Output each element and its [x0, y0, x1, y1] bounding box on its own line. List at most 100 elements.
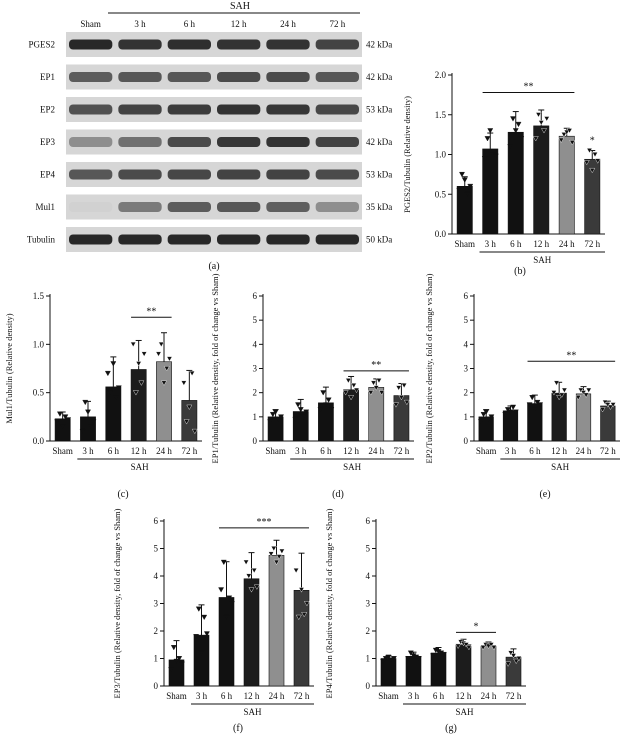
data-point [56, 411, 63, 417]
y-tick-label: 0 [366, 681, 371, 691]
data-point [485, 416, 492, 423]
blot-band [167, 202, 211, 212]
data-point [510, 653, 517, 659]
x-tick-label: 3 h [295, 446, 307, 456]
data-point [107, 390, 114, 396]
data-point [272, 409, 279, 415]
y-tick-label: 5 [366, 544, 371, 554]
blot-row-kda: 53 kDa [366, 170, 392, 180]
data-point [322, 402, 329, 408]
data-point [166, 356, 173, 362]
data-point [161, 380, 167, 386]
blot-band [217, 72, 261, 82]
blot-band [167, 72, 211, 82]
data-point [507, 409, 514, 415]
bar [130, 369, 147, 442]
data-point [189, 370, 196, 377]
y-tick-label: 5 [464, 315, 469, 325]
data-point [186, 404, 193, 410]
y-axis-label: Mul1/Tubulin (Relative density) [4, 313, 14, 423]
blot-strip [66, 227, 362, 252]
data-point [558, 137, 565, 143]
data-point [300, 414, 307, 420]
data-point [488, 642, 495, 648]
blot-band [217, 169, 261, 180]
data-point [398, 395, 405, 401]
data-point [518, 136, 525, 142]
x-tick-label: 6 h [221, 691, 233, 701]
blot-band [266, 39, 310, 50]
blot-strip [66, 32, 362, 57]
data-point [594, 158, 601, 164]
data-point [226, 595, 233, 601]
data-point [373, 385, 380, 391]
data-point [158, 341, 165, 348]
blot-band [69, 234, 113, 245]
x-axis-label: SAH [455, 707, 474, 717]
data-point [459, 171, 465, 178]
data-point [430, 653, 437, 659]
data-point [515, 121, 522, 128]
significance-label: *** [257, 517, 272, 528]
y-tick-label: 6 [366, 516, 371, 526]
data-point [130, 341, 137, 348]
blot-band [69, 72, 113, 82]
data-point [298, 587, 305, 593]
blot-band [217, 234, 261, 245]
data-point [62, 414, 69, 420]
data-point [583, 392, 590, 398]
y-tick-label: 4 [253, 339, 258, 349]
data-point [401, 383, 408, 389]
y-tick-label: 3 [366, 599, 371, 609]
data-point [268, 551, 275, 557]
bar [218, 597, 235, 687]
panel-label-c: (c) [117, 489, 128, 500]
y-tick-label: 0.5 [435, 189, 447, 199]
x-tick-label: 3 h [485, 239, 497, 249]
y-tick-label: 2.0 [435, 70, 447, 80]
panel-label-e: (e) [539, 489, 550, 500]
panel-label-b: (b) [514, 266, 526, 277]
data-point [575, 395, 582, 401]
blot-band [118, 234, 162, 245]
data-point [507, 144, 514, 150]
data-point [569, 140, 576, 146]
blot-band [118, 202, 162, 212]
blot-row-label: EP4 [40, 170, 56, 180]
blot-row-kda: 42 kDa [366, 72, 392, 82]
y-tick-label: 4 [464, 339, 469, 349]
data-point [480, 412, 487, 418]
blot-band [167, 234, 211, 245]
bar [482, 148, 499, 235]
data-point [141, 351, 148, 357]
data-point [610, 402, 617, 408]
data-point [173, 658, 180, 665]
data-point [345, 378, 352, 384]
significance-label: * [474, 621, 479, 632]
data-point [104, 370, 111, 377]
bar [292, 411, 309, 442]
y-tick-label: 6 [253, 291, 258, 301]
data-point [583, 160, 590, 166]
x-tick-label: 12 h [244, 691, 260, 701]
data-point [317, 407, 324, 413]
data-point [532, 136, 539, 142]
data-point [526, 402, 533, 408]
y-tick-label: 1.0 [33, 339, 45, 349]
y-tick-label: 2 [253, 388, 258, 398]
blot-band [266, 202, 310, 212]
data-point [348, 395, 355, 401]
blot-band [167, 137, 211, 147]
data-point [464, 191, 471, 198]
x-tick-label: Sham [378, 691, 399, 701]
y-axis-label: EP1/Tubulin (Relative density, fold of c… [210, 273, 220, 463]
x-tick-label: 12 h [343, 446, 359, 456]
bar [455, 644, 472, 687]
y-tick-label: 2 [154, 626, 159, 636]
blot-row-kda: 42 kDa [366, 137, 392, 147]
y-tick-label: 6 [464, 291, 469, 301]
y-tick-label: 1 [253, 412, 258, 422]
blot-band [315, 39, 359, 50]
data-point [502, 412, 509, 418]
